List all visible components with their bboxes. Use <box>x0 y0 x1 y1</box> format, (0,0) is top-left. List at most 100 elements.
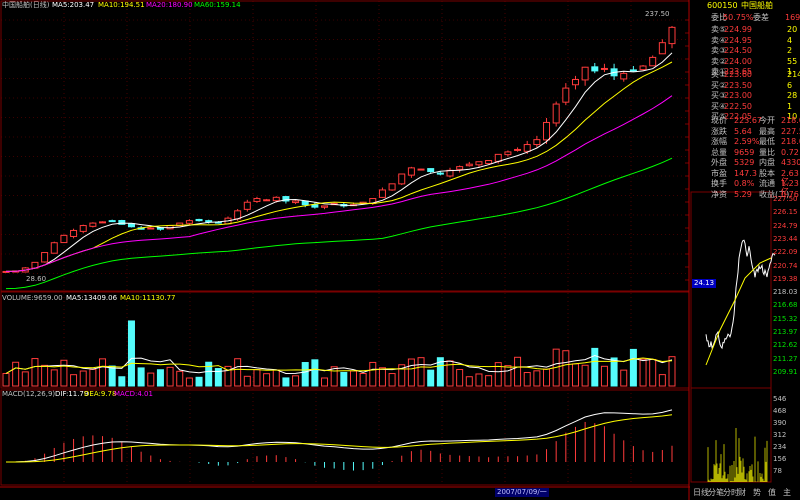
volume-bar <box>456 369 464 387</box>
volume-bar <box>562 350 570 387</box>
candle-body <box>427 168 435 173</box>
volume-bar <box>340 371 348 387</box>
volume-bar <box>417 357 425 387</box>
intraday-price-tick: 216.68 <box>773 301 798 310</box>
volume-bar <box>108 365 116 387</box>
chart-grid <box>0 0 690 500</box>
candle-body <box>552 103 560 124</box>
volume-bar <box>205 361 213 387</box>
weibi-value: 50.75% <box>723 13 754 22</box>
panel-tab[interactable]: 势 <box>753 488 761 497</box>
chart-title: 中国船舶(日线) <box>2 1 50 9</box>
panel-tab[interactable]: 值 <box>768 488 776 497</box>
intraday-price-tick: 223.44 <box>773 234 798 243</box>
volume-bars <box>2 320 676 387</box>
quote-label: 外盘 <box>711 158 727 167</box>
volume-bar <box>2 372 10 387</box>
quote-row: 净资 5.29 收益(二) 0.76 <box>691 190 800 201</box>
volume-bar <box>485 375 493 387</box>
volume-bar <box>185 377 193 387</box>
quote-label: 量比 <box>759 147 775 157</box>
cursor-price-readout: 24.13 <box>692 279 717 288</box>
candle-body <box>533 139 541 146</box>
volume-bar <box>272 369 280 387</box>
intraday-price-tick: 211.27 <box>773 354 798 363</box>
buy-row: 买③ 223.00 28 <box>691 91 800 102</box>
sell-row: 卖③ 224.50 2 <box>691 46 800 57</box>
weibi-label: 委比 <box>711 13 727 22</box>
panel-tab[interactable]: 主 <box>783 488 791 497</box>
intraday-volume-tick: 234 <box>773 443 787 451</box>
macd-label: MACD(12,26,9) <box>2 390 56 398</box>
volume-bar <box>50 369 58 387</box>
candle-body <box>465 163 473 167</box>
buy-price: 223.60 <box>724 70 752 79</box>
intraday-price-tick: 218.03 <box>773 288 798 297</box>
quote-value: 4330 <box>781 158 800 167</box>
panel-tab[interactable]: 分时 <box>723 488 739 497</box>
candle-body <box>514 148 522 151</box>
candle-body <box>205 220 213 223</box>
sell-volume: 4 <box>787 35 793 45</box>
quote-value: 227.50 <box>781 126 800 136</box>
volume-bar <box>378 367 386 387</box>
weicha-label: 委差 <box>753 13 769 22</box>
intraday-price-tick: 212.62 <box>773 341 798 350</box>
quote-label: 现价 <box>711 116 727 125</box>
candle-body <box>629 69 637 72</box>
volume-bar <box>349 370 357 387</box>
sell-volume: 2 <box>787 46 793 55</box>
quote-label: 流通 <box>759 179 775 188</box>
volume-bar <box>330 366 338 387</box>
sell-level-label: 卖① <box>711 67 727 76</box>
volume-bar <box>127 320 135 387</box>
volume-bar <box>359 373 367 387</box>
volume-bar <box>668 356 676 387</box>
sell-row: 卖① 223.65 1 <box>691 67 800 78</box>
volume-ma10-line <box>5 357 673 374</box>
volume-bar <box>234 358 242 387</box>
candle-body <box>2 270 10 273</box>
ma-line <box>5 157 673 290</box>
volume-bar <box>224 365 232 387</box>
panel-tab[interactable]: 财 <box>738 488 746 497</box>
volume-bar <box>31 358 39 387</box>
volume-bar <box>620 369 628 387</box>
volume-bar <box>12 361 20 387</box>
ma10-label: MA10:194.51 <box>98 1 145 9</box>
quote-label: 最低 <box>759 137 775 146</box>
intraday-volume-tick: 468 <box>773 407 787 415</box>
candle-body <box>70 229 78 237</box>
stock-name: 中国船舶 <box>741 1 773 10</box>
quote-label: 最高 <box>759 126 775 136</box>
candle-body <box>272 196 280 202</box>
candle-body <box>253 198 261 202</box>
quote-value: 0.72 <box>781 147 799 157</box>
volume-bar <box>137 367 145 387</box>
sell-price: 224.99 <box>724 25 752 34</box>
quote-value: 0.8% <box>734 179 755 188</box>
candle-body <box>581 66 589 81</box>
candle-body <box>89 222 97 227</box>
candle-body <box>243 201 251 210</box>
macd-dif-label: DIF:11.79 <box>55 390 89 398</box>
volume-bar <box>465 376 473 387</box>
quote-value: 218.03 <box>781 116 800 125</box>
buy-level-label: 买④ <box>711 101 727 111</box>
volume-bar <box>600 365 608 387</box>
volume-bar <box>436 357 444 387</box>
volume-bar <box>504 365 512 387</box>
volume-bar <box>263 373 271 387</box>
quote-value: 223.67 <box>734 116 762 125</box>
candle-body <box>504 151 512 156</box>
sell-level-label: 卖② <box>711 56 727 66</box>
sell-level-label: 卖⑤ <box>711 25 727 34</box>
volume-bar <box>543 368 551 387</box>
sell-row: 卖④ 224.95 4 <box>691 36 800 47</box>
candle-body <box>417 168 425 171</box>
candle-body <box>108 220 116 223</box>
intraday-price-tick: 213.97 <box>773 328 798 336</box>
panel-tab[interactable]: 日线 <box>693 488 709 497</box>
panel-tab[interactable]: 分笔 <box>708 488 724 497</box>
